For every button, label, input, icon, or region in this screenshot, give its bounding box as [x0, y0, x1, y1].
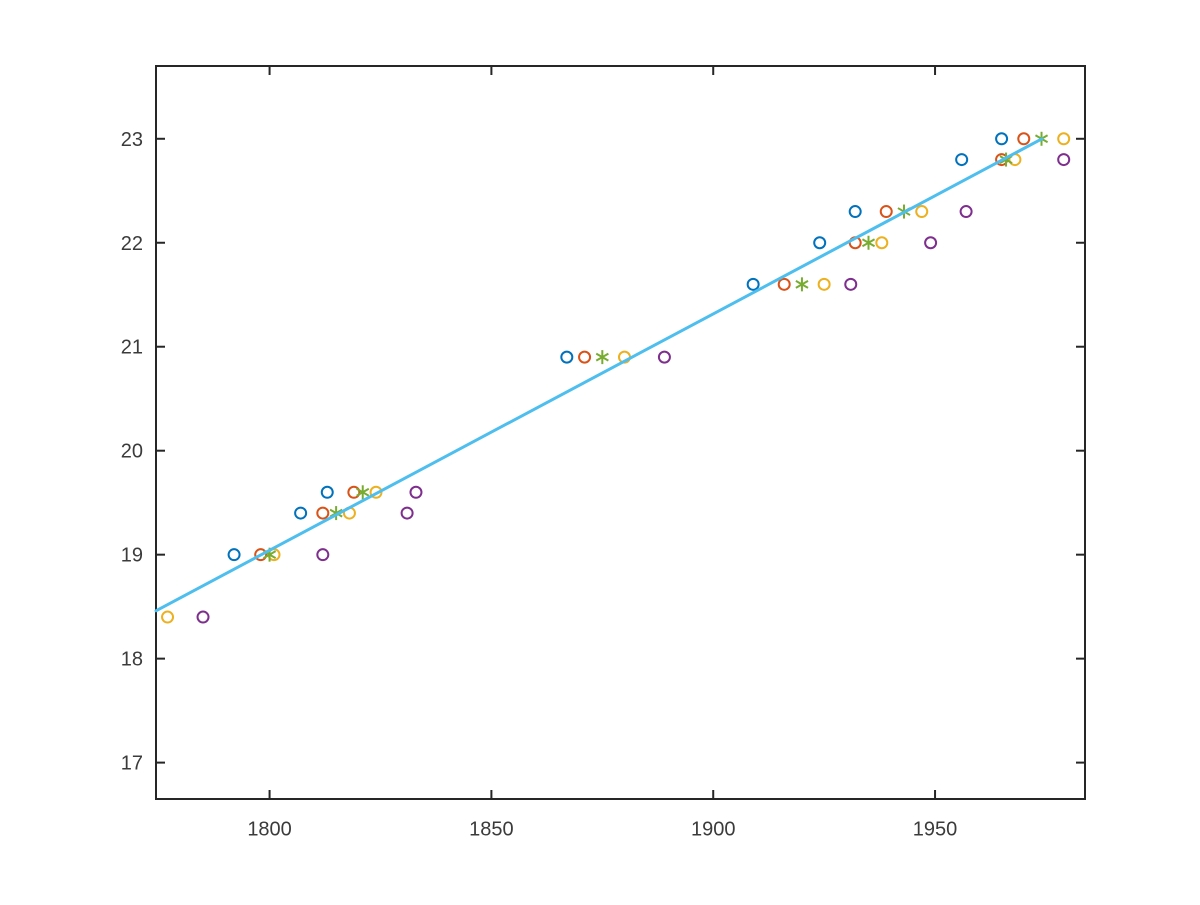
blue-circles-data-point [955, 153, 969, 167]
x-tick-label: 1950 [913, 819, 958, 841]
trend-line [154, 137, 1044, 613]
y-tick-label: 20 [121, 441, 143, 463]
y-tick-label: 22 [121, 233, 143, 255]
y-tick-label: 19 [121, 545, 143, 567]
green-asterisks-data-point [263, 550, 277, 560]
blue-circles-data-point [320, 485, 334, 499]
y-tick-label: 21 [121, 337, 143, 359]
green-asterisks-data-point [595, 352, 609, 362]
purple-circles-data-point [844, 277, 858, 291]
orange-circles-data-point [879, 205, 893, 219]
purple-circles-data-point [657, 350, 671, 364]
purple-circles-data-point [316, 548, 330, 562]
yellow-circles-data-point [915, 205, 929, 219]
blue-circles-data-point [560, 350, 574, 364]
purple-circles-data-point [196, 610, 210, 624]
orange-circles-data-point [1017, 132, 1031, 146]
x-tick-label: 1800 [247, 819, 292, 841]
blue-circles-data-point [813, 236, 827, 250]
orange-circles-data-point [777, 277, 791, 291]
yellow-circles-data-point [875, 236, 889, 250]
x-tick-label: 1900 [691, 819, 736, 841]
orange-circles-data-point [254, 548, 268, 562]
y-tick-label: 17 [121, 753, 143, 775]
blue-circles-data-point [746, 277, 760, 291]
blue-circles-data-point [995, 132, 1009, 146]
orange-circles-data-point [578, 350, 592, 364]
x-tick-label: 1850 [469, 819, 514, 841]
orange-circles-data-point [316, 506, 330, 520]
yellow-circles-data-point [1057, 132, 1071, 146]
green-asterisks-data-point [356, 487, 370, 497]
purple-circles-data-point [400, 506, 414, 520]
orange-circles-data-point [347, 485, 361, 499]
green-asterisks-data-point [861, 238, 876, 248]
yellow-circles-data-point [817, 277, 831, 291]
yellow-circles-data-point [161, 610, 175, 624]
blue-circles-data-point [848, 205, 862, 219]
y-tick-label: 23 [121, 129, 143, 151]
blue-circles-data-point [294, 506, 308, 520]
plot-box [155, 65, 1086, 800]
purple-circles-data-point [959, 205, 973, 219]
blue-circles-data-point [227, 548, 241, 562]
green-asterisks-data-point [795, 279, 809, 289]
purple-circles-data-point [1057, 153, 1071, 167]
purple-circles-data-point [409, 485, 423, 499]
y-tick-label: 18 [121, 649, 143, 671]
purple-circles-data-point [924, 236, 938, 250]
